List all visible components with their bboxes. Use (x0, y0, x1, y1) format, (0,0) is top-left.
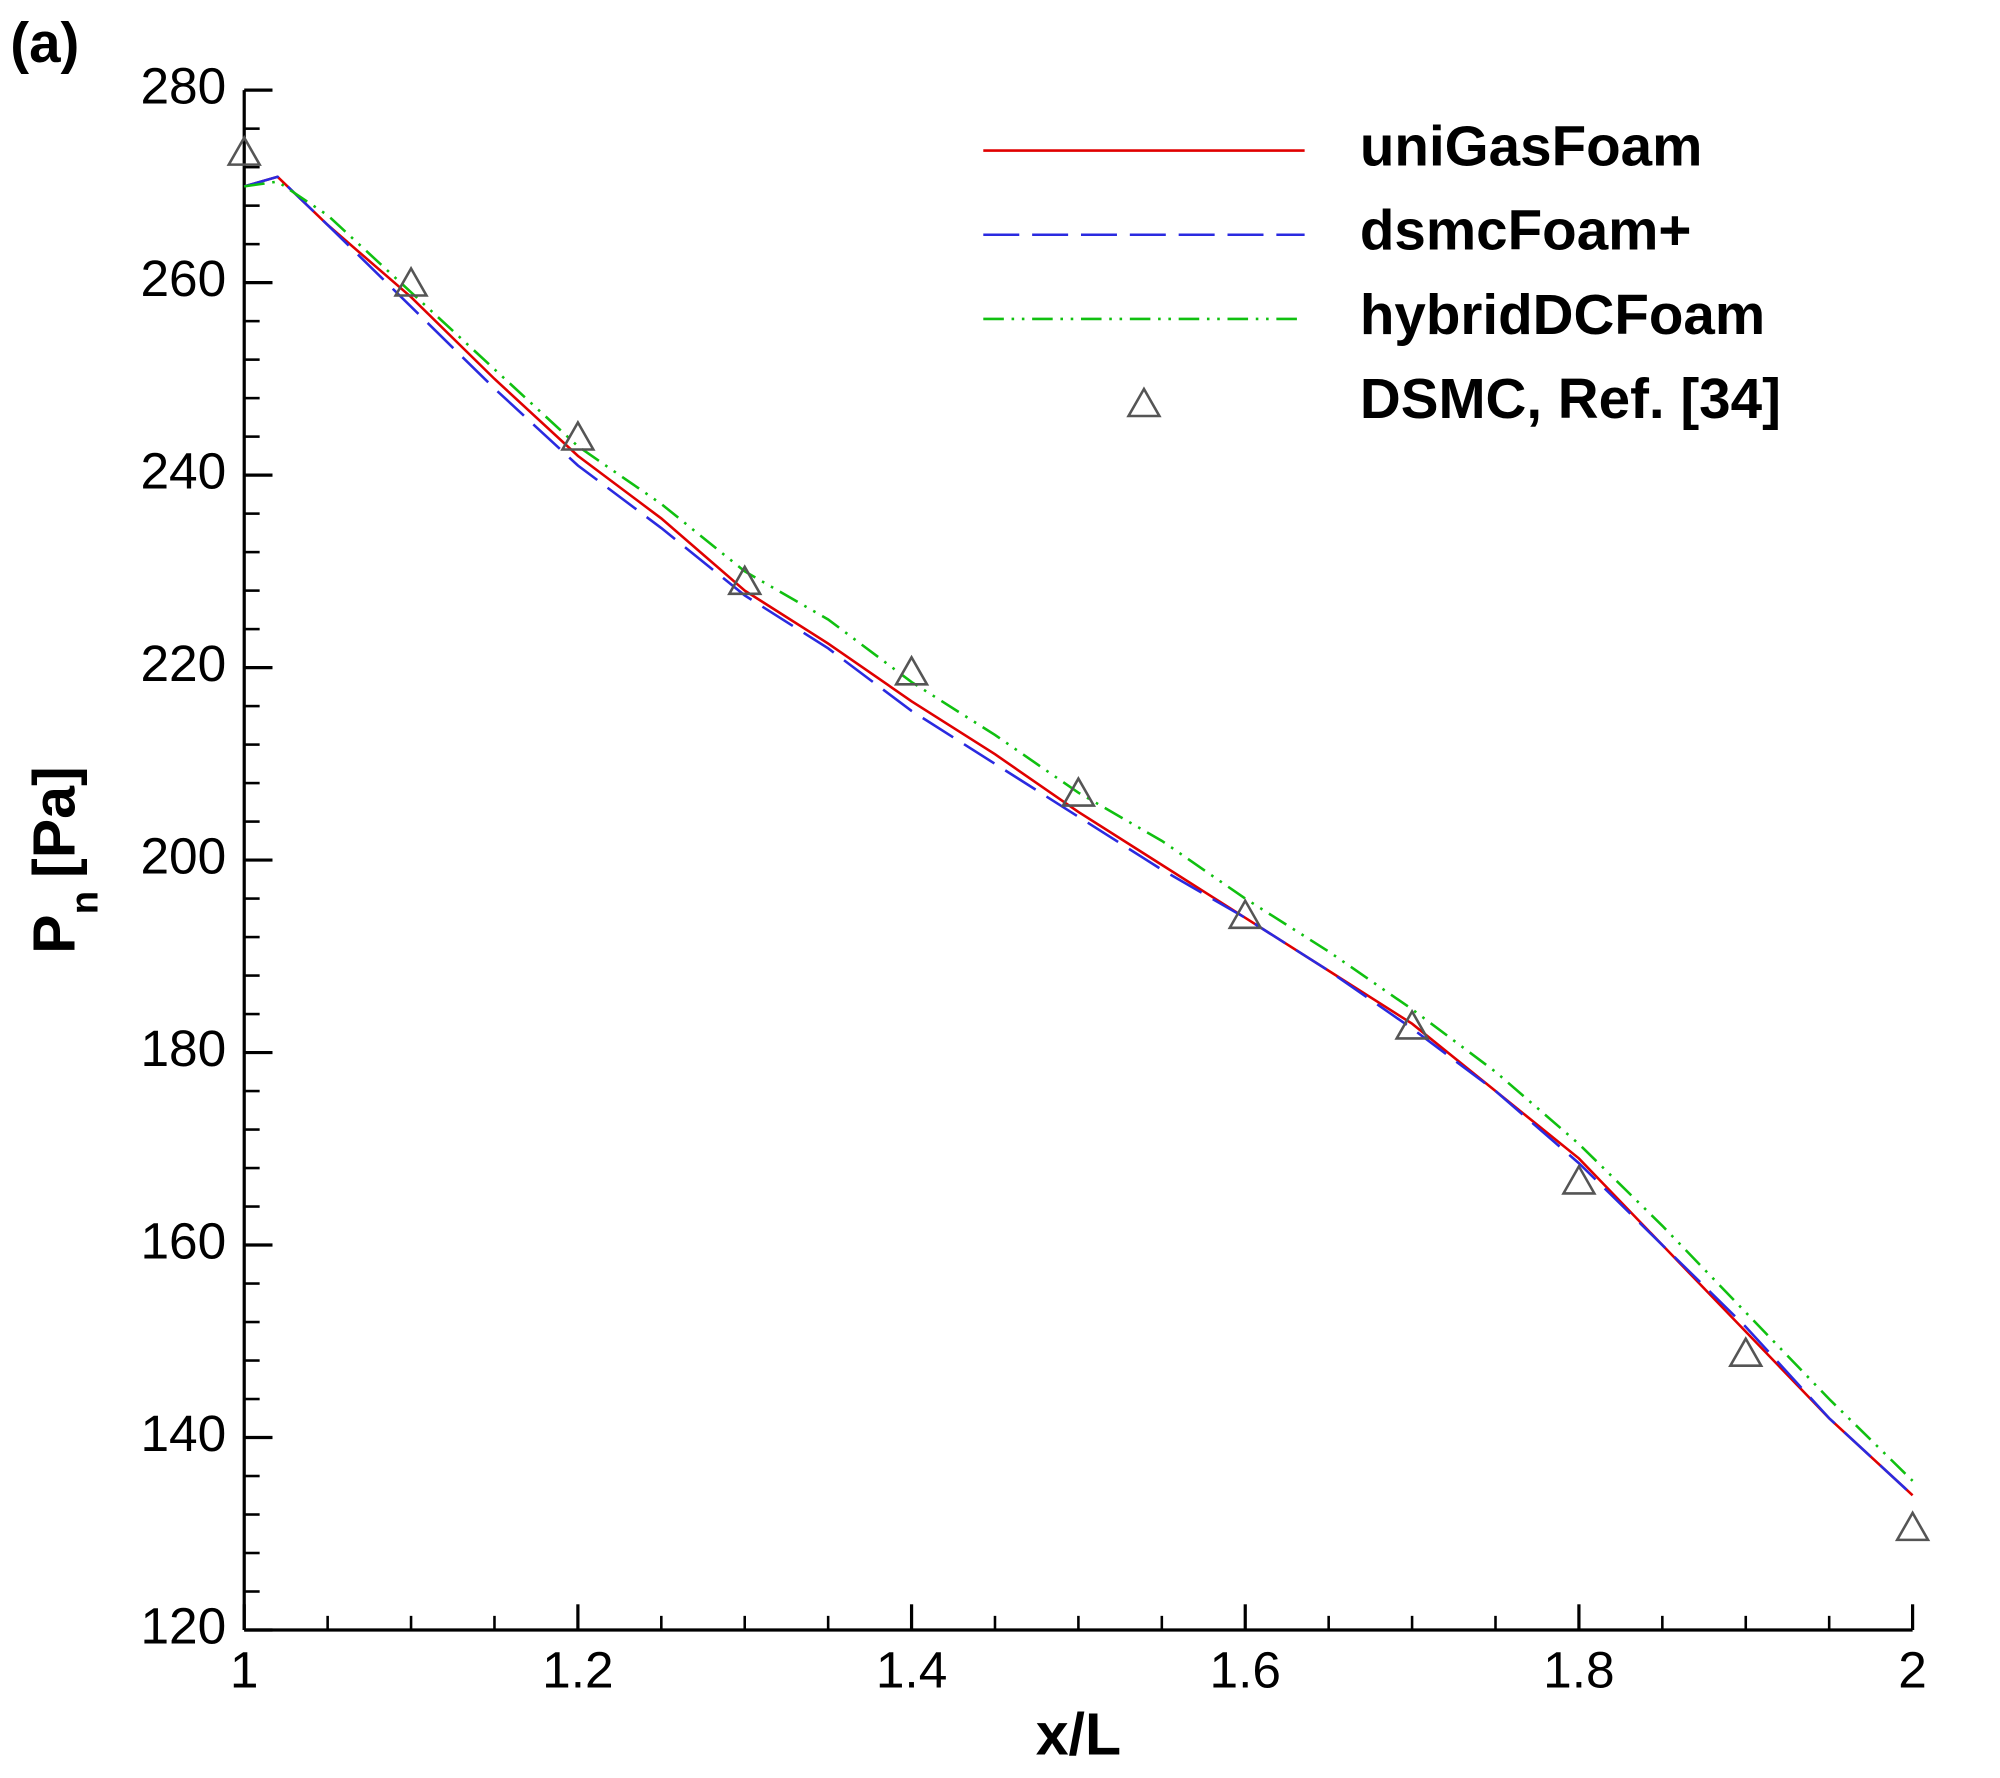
y-tick-label: 260 (140, 249, 226, 307)
marker (1561, 1163, 1597, 1195)
series-line (243, 175, 1914, 1497)
x-axis-label: x/L (1036, 1701, 1121, 1768)
marker (893, 654, 930, 686)
y-tick-label: 140 (140, 1404, 226, 1462)
series-line (243, 175, 1914, 1497)
marker (1227, 898, 1263, 930)
y-tick-label: 240 (140, 442, 226, 500)
x-tick-label: 1 (230, 1640, 259, 1698)
legend-label: DSMC, Ref. [34] (1360, 367, 1781, 430)
y-label-sub: n (64, 891, 107, 915)
x-tick-label: 1.2 (542, 1640, 613, 1698)
marker (727, 564, 763, 596)
y-label-base: P (21, 914, 88, 953)
y-tick-label: 120 (140, 1597, 226, 1655)
marker (1060, 775, 1097, 807)
y-tick-label: 160 (140, 1212, 226, 1270)
y-tick-label: 200 (140, 827, 226, 885)
series-line (244, 180, 1914, 1482)
panel-label: (a) (10, 11, 79, 74)
x-tick-label: 1.6 (1210, 1640, 1281, 1698)
x-tick-label: 1.4 (876, 1640, 947, 1698)
x-tick-label: 2 (1898, 1640, 1927, 1698)
y-axis-label: Pn [Pa] (21, 766, 107, 954)
marker (1728, 1336, 1764, 1367)
marker (1394, 1008, 1430, 1040)
y-tick-label: 180 (140, 1019, 226, 1077)
legend-label: hybridDCFoam (1360, 283, 1765, 346)
marker (1894, 1510, 1931, 1542)
legend-label: dsmcFoam+ (1360, 199, 1692, 262)
y-tick-label: 280 (140, 57, 226, 115)
y-tick-label: 220 (140, 634, 226, 692)
x-tick-label: 1.8 (1543, 1640, 1614, 1698)
marker (226, 135, 262, 166)
marker (560, 419, 596, 451)
marker (393, 265, 429, 297)
y-label-unit: [Pa] (21, 766, 88, 878)
legend-marker (1126, 386, 1162, 418)
legend-label: uniGasFoam (1360, 115, 1702, 178)
